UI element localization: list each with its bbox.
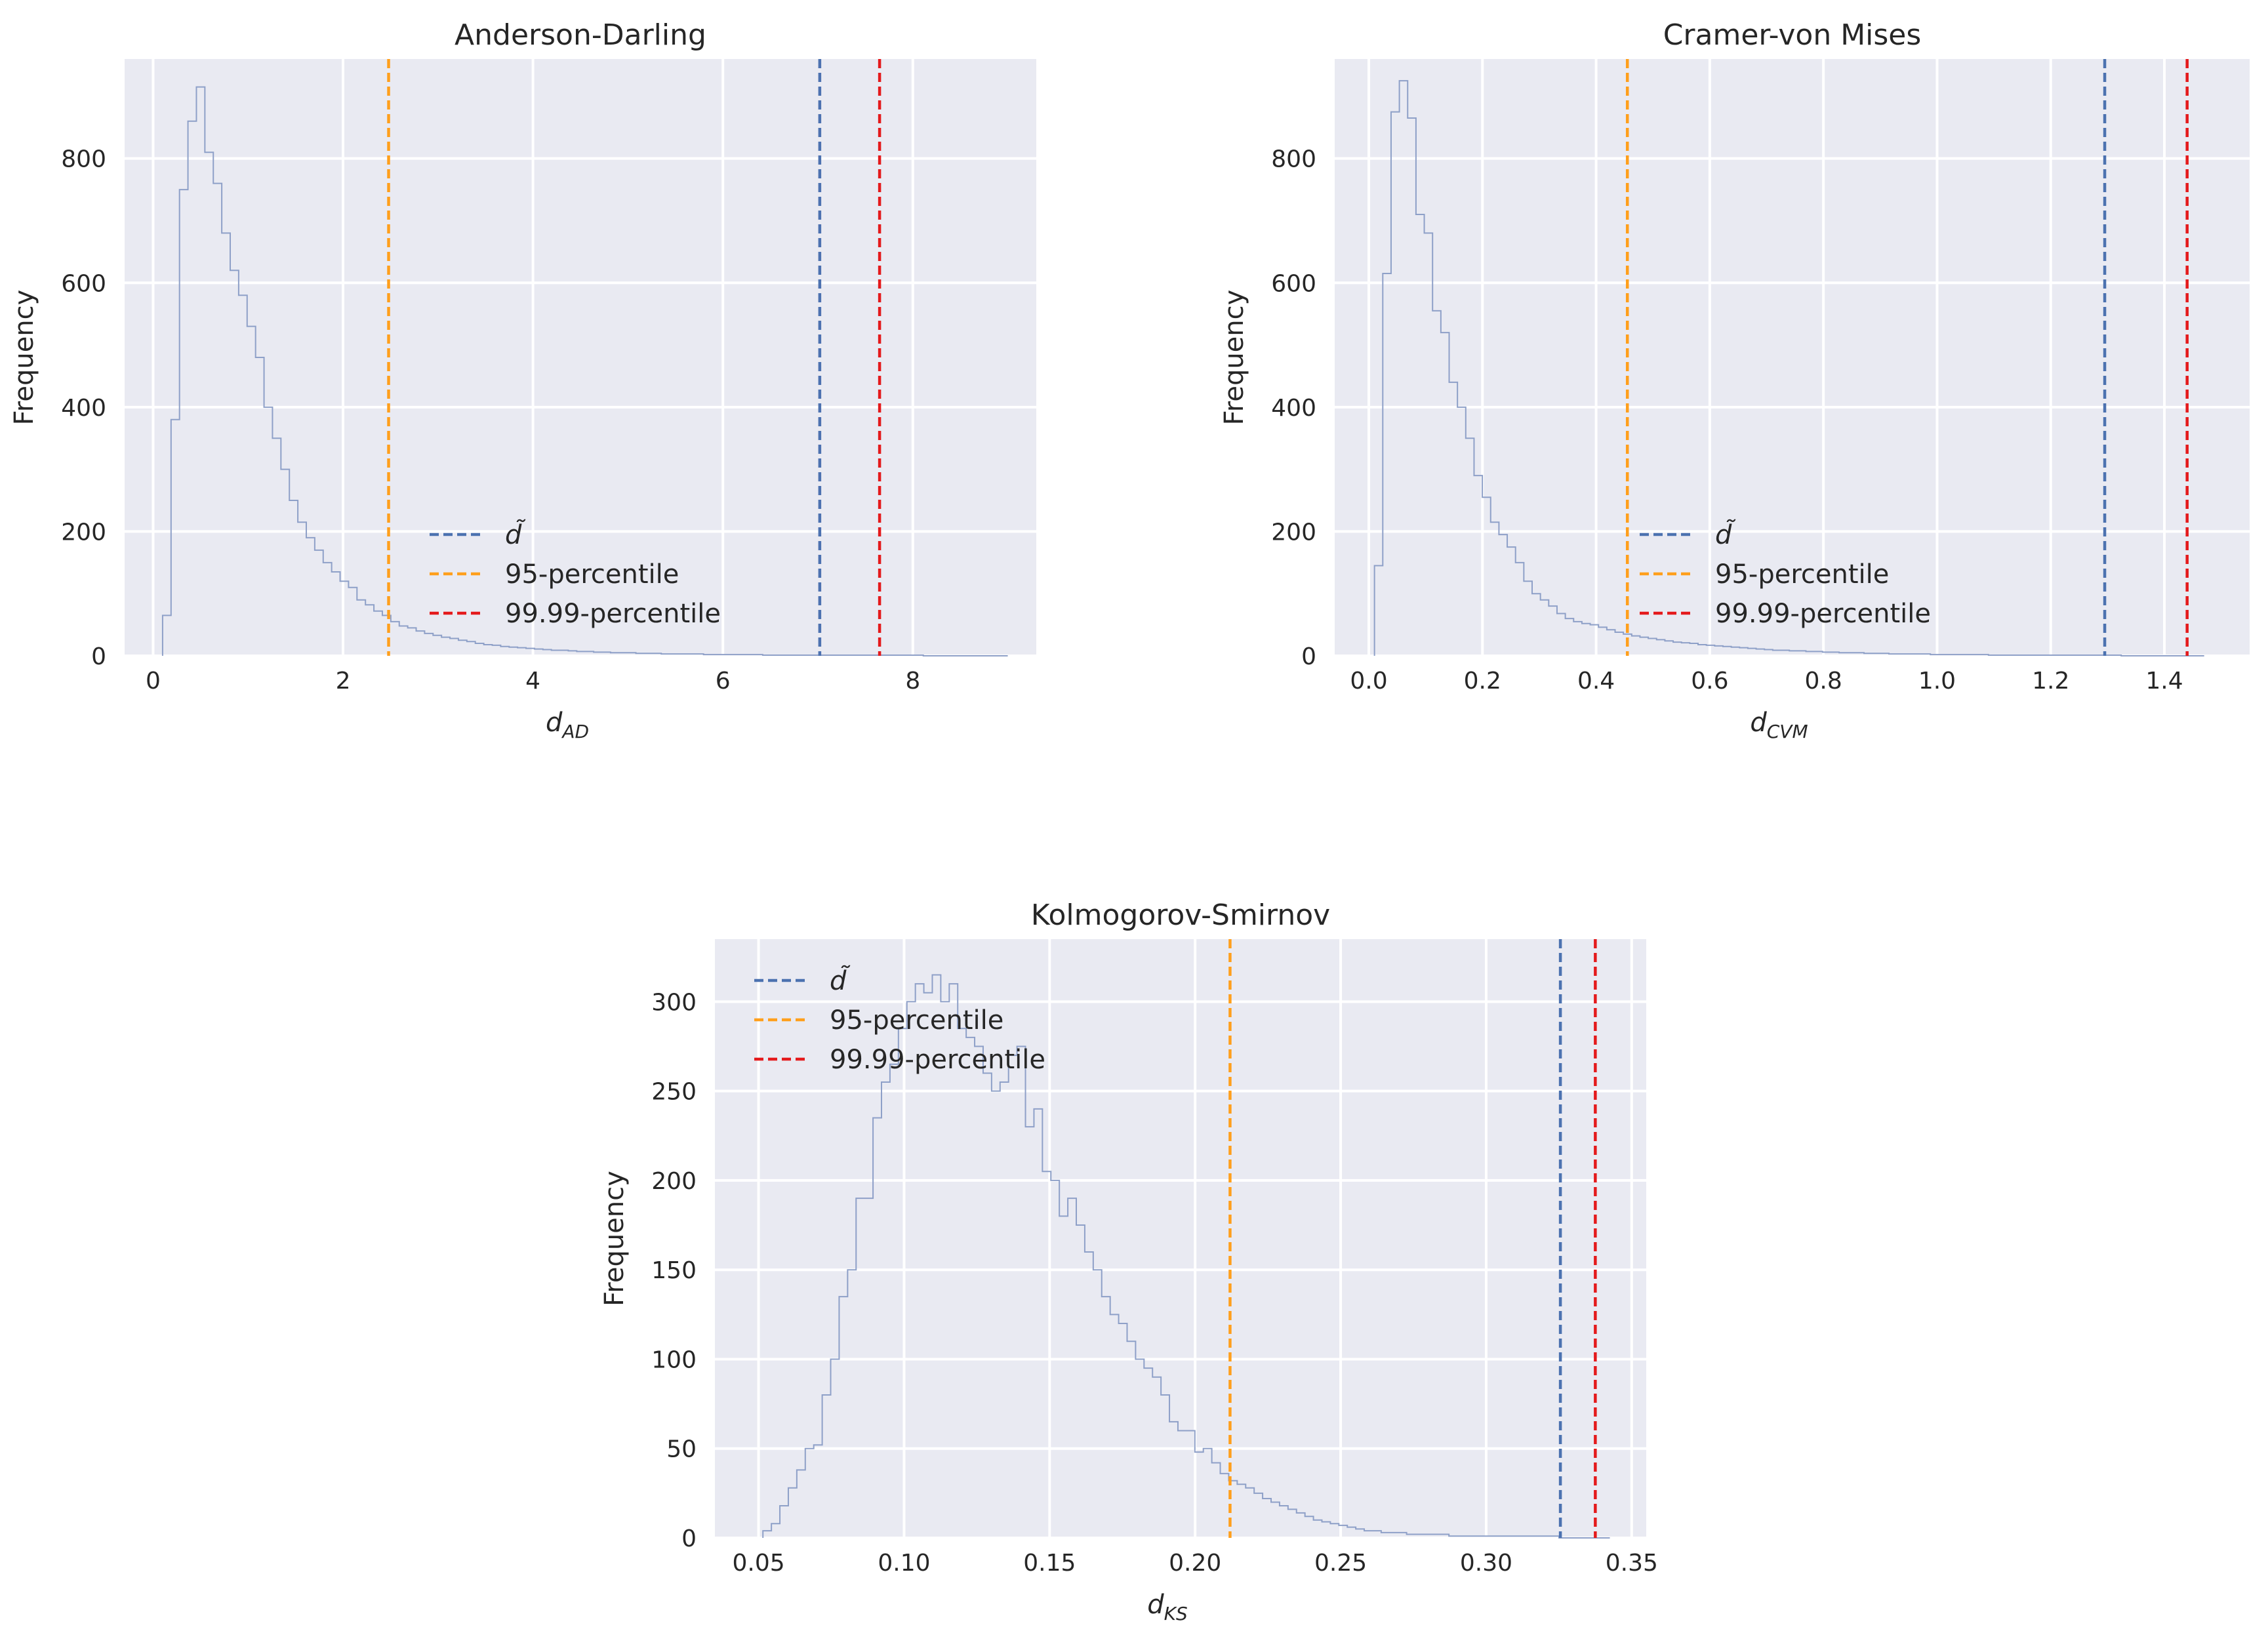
y-tick-label: 0: [1301, 643, 1316, 670]
chart-title: Kolmogorov-Smirnov: [1031, 898, 1330, 932]
y-tick-label: 200: [651, 1168, 697, 1195]
x-axis-label: dKS: [1147, 1590, 1188, 1624]
x-tick-label: 0.2: [1464, 668, 1501, 695]
y-tick-label: 400: [1271, 395, 1316, 422]
y-tick-label: 50: [666, 1436, 697, 1463]
panel-anderson-darling: 0 2 4 6 8 0 200 400 600 800 Anderson-Darling dAD Fre…: [9, 18, 1036, 742]
y-tick-label: 200: [1271, 519, 1316, 546]
x-tick-label: 0.05: [732, 1550, 784, 1577]
x-tick-label: 0.20: [1169, 1550, 1221, 1577]
y-axis-label: Frequency: [599, 1171, 630, 1306]
x-tick-label: 0.15: [1023, 1550, 1076, 1577]
y-tick-label: 300: [651, 989, 697, 1016]
histogram-outline: [762, 974, 1610, 1539]
y-tick-label: 600: [1271, 270, 1316, 297]
chart-title: Cramer-von Mises: [1663, 18, 1922, 52]
x-tick-label: 0.30: [1460, 1550, 1512, 1577]
x-tick-label: 1.4: [2145, 668, 2183, 695]
legend-label: 99.99-percentile: [505, 599, 721, 629]
y-tick-label: 150: [651, 1257, 697, 1284]
x-tick-label: 0.4: [1577, 668, 1615, 695]
x-tick-label: 0.10: [878, 1550, 930, 1577]
x-axis-label: dCVM: [1750, 708, 1808, 742]
x-tick-label: 0: [146, 668, 161, 695]
y-tick-label: 400: [61, 395, 106, 422]
legend-label: 95-percentile: [830, 1005, 1003, 1036]
x-tick-label: 0.6: [1691, 668, 1728, 695]
legend-label: 99.99-percentile: [830, 1045, 1045, 1075]
y-tick-label: 0: [681, 1525, 697, 1552]
histogram-outline: [1373, 80, 2204, 656]
legend-label: 99.99-percentile: [1715, 599, 1931, 629]
x-tick-label: 0.0: [1350, 668, 1387, 695]
chart-title: Anderson-Darling: [455, 18, 706, 52]
histogram-outline: [161, 86, 1008, 656]
x-axis-label: dAD: [546, 708, 589, 742]
y-tick-label: 100: [651, 1346, 697, 1373]
y-tick-label: 600: [61, 270, 106, 297]
y-tick-label: 250: [651, 1079, 697, 1106]
x-tick-label: 0.35: [1606, 1550, 1658, 1577]
x-tick-label: 4: [525, 668, 540, 695]
x-tick-label: 6: [716, 668, 731, 695]
plot-area: [715, 939, 1646, 1538]
x-tick-label: 1.2: [2032, 668, 2069, 695]
panel-kolmogorov-smirnov: 0.05 0.10 0.15 0.20 0.25 0.30 0.35 0 50 100 150 200…: [599, 898, 1658, 1624]
y-axis-label: Frequency: [1219, 290, 1249, 426]
x-tick-label: 0.25: [1314, 1550, 1367, 1577]
y-tick-label: 200: [61, 519, 106, 546]
legend-label: 95-percentile: [1715, 559, 1889, 590]
x-tick-label: 0.8: [1805, 668, 1842, 695]
y-axis-label: Frequency: [9, 290, 39, 426]
y-tick-label: 800: [1271, 146, 1316, 173]
y-tick-label: 0: [91, 643, 106, 670]
x-tick-label: 8: [905, 668, 920, 695]
x-tick-label: 2: [336, 668, 351, 695]
y-tick-label: 800: [61, 146, 106, 173]
x-tick-label: 1.0: [1918, 668, 1956, 695]
panel-cramer-von-mises: 0.0 0.2 0.4 0.6 0.8 1.0 1.2 1.4 0 200 400 600 800 Cra…: [1219, 18, 2250, 742]
legend-label: 95-percentile: [505, 559, 679, 590]
